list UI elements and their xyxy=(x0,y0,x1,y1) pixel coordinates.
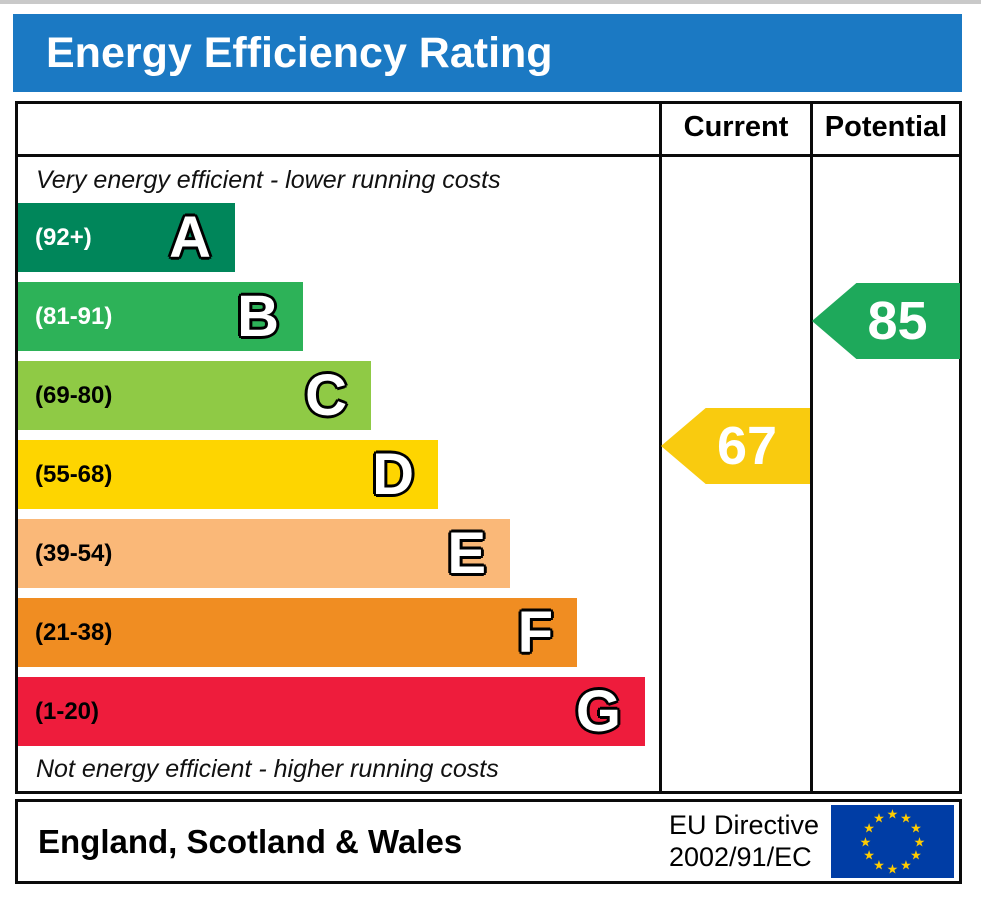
eu-directive-line1: EU Directive xyxy=(668,810,819,841)
eu-star-icon: ★ xyxy=(900,810,912,826)
page-title: Energy Efficiency Rating xyxy=(46,29,553,77)
band-row-f: (21-38) F xyxy=(18,598,577,667)
band-range-label: (1-20) xyxy=(35,697,100,725)
band-letter: D xyxy=(372,441,414,507)
eu-flag-icon: ★ ★ ★ ★ ★ ★ ★ ★ ★ ★ ★ ★ xyxy=(831,805,954,878)
eu-star-icon: ★ xyxy=(873,857,885,873)
band-row-b: (81-91) B xyxy=(18,282,303,351)
header-row-divider xyxy=(15,154,962,157)
band-range-label: (21-38) xyxy=(35,618,113,646)
eu-star-icon: ★ xyxy=(910,847,922,863)
eu-directive-line2: 2002/91/EC xyxy=(668,841,812,872)
band-letter: F xyxy=(517,599,553,665)
note-very-efficient: Very energy efficient - lower running co… xyxy=(36,166,501,194)
eu-directive-label: EU Directive 2002/91/EC xyxy=(669,810,831,872)
eu-star-icon: ★ xyxy=(863,847,875,863)
band-range-label: (69-80) xyxy=(35,381,113,409)
footer-region-label: England, Scotland & Wales xyxy=(38,822,463,860)
column-header-current: Current xyxy=(683,111,789,143)
current-rating-value: 67 xyxy=(716,416,778,476)
band-letter: E xyxy=(447,520,486,586)
band-letter: A xyxy=(169,204,211,270)
eu-star-icon: ★ xyxy=(913,834,926,849)
eu-star-icon: ★ xyxy=(886,861,899,876)
title-bar: Energy Efficiency Rating xyxy=(13,14,962,92)
eu-star-icon: ★ xyxy=(886,806,899,822)
potential-rating-value: 85 xyxy=(867,291,928,351)
band-list: (92+) A (81-91) B (69-80) C (55-68) D (3… xyxy=(18,203,656,756)
eu-star-icon: ★ xyxy=(859,834,872,849)
band-range-label: (55-68) xyxy=(35,460,113,488)
eu-star-icon: ★ xyxy=(900,857,912,873)
band-letter: G xyxy=(575,678,621,744)
eu-star-icon: ★ xyxy=(863,820,875,836)
top-divider-line xyxy=(0,0,981,4)
band-range-label: (92+) xyxy=(35,223,92,251)
column-header-potential: Potential xyxy=(824,111,948,143)
column-divider-current xyxy=(659,101,662,794)
band-row-g: (1-20) G xyxy=(18,677,645,746)
band-range-label: (81-91) xyxy=(35,302,113,330)
note-not-efficient: Not energy efficient - higher running co… xyxy=(36,755,499,783)
band-row-d: (55-68) D xyxy=(18,440,438,509)
band-row-a: (92+) A xyxy=(18,203,235,272)
footer: England, Scotland & Wales EU Directive 2… xyxy=(15,799,962,884)
band-letter: B xyxy=(237,283,279,349)
column-divider-potential xyxy=(810,101,813,794)
eu-star-icon: ★ xyxy=(910,820,922,836)
band-letter: C xyxy=(305,362,347,428)
band-range-label: (39-54) xyxy=(35,539,113,567)
eu-star-icon: ★ xyxy=(873,810,885,826)
band-row-e: (39-54) E xyxy=(18,519,510,588)
band-row-c: (69-80) C xyxy=(18,361,371,430)
